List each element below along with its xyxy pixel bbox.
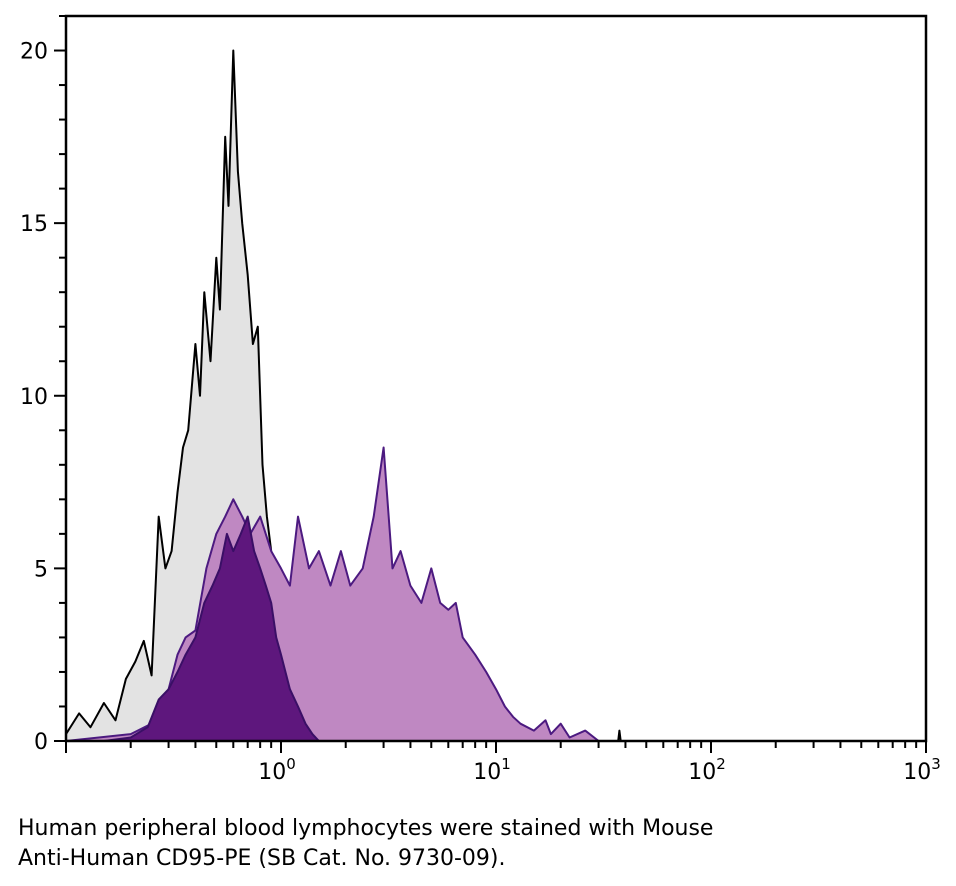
histogram-chart: 0 5 10 15 20 100 101 102 103 — [20, 14, 941, 785]
caption-line-1: Human peripheral blood lymphocytes were … — [18, 816, 714, 841]
series-layer — [65, 49, 926, 742]
plot-frame — [64, 14, 928, 743]
x-tick-label: 101 — [473, 755, 511, 785]
figure-caption: Human peripheral blood lymphocytes were … — [18, 814, 948, 874]
y-tick-label: 15 — [20, 212, 48, 237]
caption-line-2: Anti-Human CD95-PE (SB Cat. No. 9730-09)… — [18, 846, 506, 871]
series-1-line — [65, 446, 926, 742]
y-tick-label: 5 — [34, 557, 48, 582]
series-2-line — [103, 515, 320, 742]
x-tick-label: 102 — [688, 755, 726, 785]
y-tick-label: 0 — [34, 730, 48, 755]
x-tick-label: 103 — [903, 755, 941, 785]
x-tick-label: 100 — [258, 755, 296, 785]
series-2-area — [103, 516, 319, 741]
y-tick-label: 10 — [20, 385, 48, 410]
y-tick-label: 20 — [20, 40, 48, 65]
